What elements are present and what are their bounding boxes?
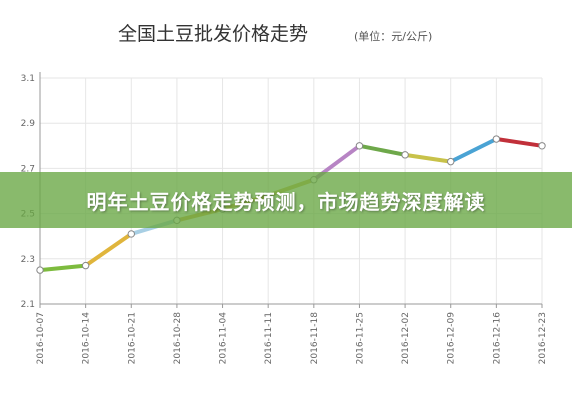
line-segment-0 — [38, 263, 88, 273]
line-segment-1 — [83, 231, 134, 268]
x-tick-label-1: 2016-10-14 — [82, 312, 92, 365]
chart-title: 全国土豆批发价格走势 — [118, 23, 308, 45]
line-segment-8 — [403, 152, 453, 164]
x-tick-label-10: 2016-12-16 — [492, 312, 502, 365]
data-point-2 — [127, 230, 135, 238]
data-point-0 — [36, 266, 44, 274]
x-tick-label-0: 2016-10-07 — [36, 312, 46, 364]
data-point-9 — [447, 157, 455, 166]
chart-unit-label: (单位：元/公斤) — [354, 29, 432, 43]
x-tick-label-4: 2016-11-04 — [219, 312, 229, 365]
y-tick-label-0: 2.1 — [21, 300, 35, 310]
y-tick-label-4: 2.9 — [21, 119, 36, 129]
y-tick-label-3: 2.7 — [21, 164, 35, 174]
x-tick-label-2: 2016-10-21 — [127, 312, 137, 364]
x-tick-label-11: 2016-12-23 — [538, 312, 548, 364]
title-banner: 明年土豆价格走势预测，市场趋势深度解读 — [0, 172, 572, 228]
x-tick-label-8: 2016-12-02 — [401, 312, 411, 364]
x-tick-label-3: 2016-10-28 — [173, 312, 183, 365]
line-segment-7 — [357, 143, 408, 157]
y-tick-label-1: 2.3 — [21, 255, 35, 265]
x-tick-label-6: 2016-11-18 — [310, 312, 320, 365]
x-tick-label-7: 2016-11-25 — [355, 312, 365, 364]
banner-text: 明年土豆价格走势预测，市场趋势深度解读 — [86, 189, 486, 214]
x-tick-labels: 2016-10-07 2016-10-14 2016-10-21 2016-10-28… — [36, 312, 548, 365]
line-segment-10 — [494, 137, 544, 148]
data-point-1 — [81, 261, 90, 270]
x-tick-label-5: 2016-11-11 — [264, 312, 274, 364]
data-point-11 — [538, 142, 546, 150]
data-point-8 — [401, 151, 409, 159]
line-segment-9 — [448, 137, 499, 164]
data-point-7 — [355, 142, 364, 150]
data-point-10 — [492, 135, 501, 143]
y-tick-label-5: 3.1 — [21, 74, 35, 84]
x-tick-label-9: 2016-12-09 — [447, 312, 457, 365]
